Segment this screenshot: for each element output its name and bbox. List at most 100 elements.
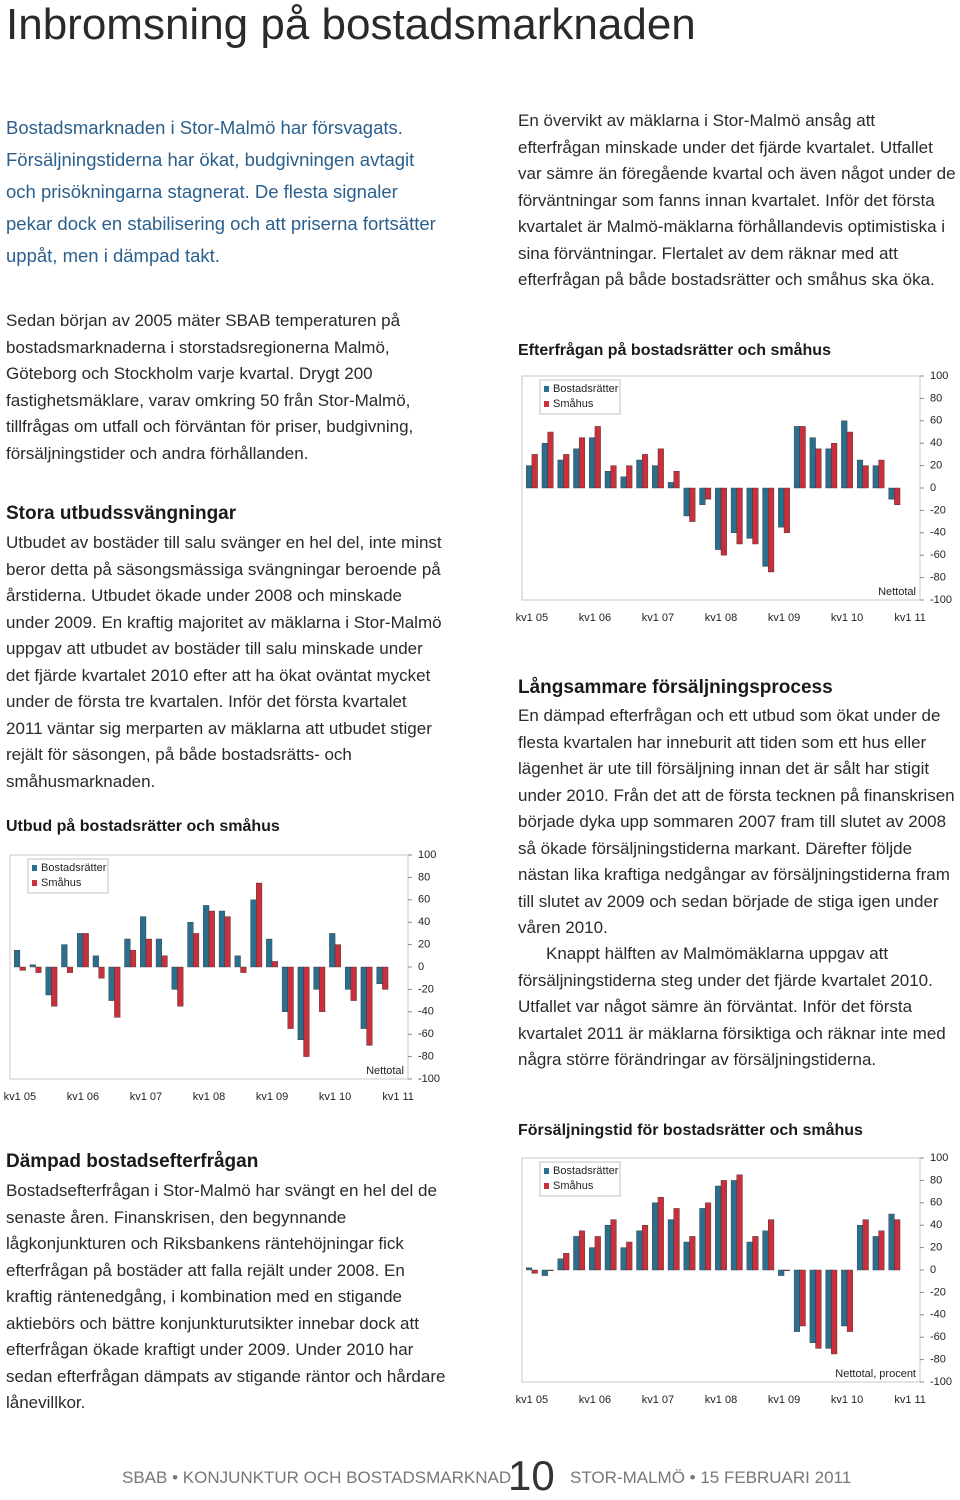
y-tick-label: 20 (418, 939, 430, 951)
bar (541, 442, 548, 489)
bar (287, 966, 294, 1029)
bar (626, 465, 633, 489)
bar (667, 482, 674, 489)
bar (171, 966, 178, 990)
bar (641, 454, 649, 489)
bar (319, 966, 326, 1012)
bar (878, 1230, 885, 1271)
bar (878, 459, 885, 489)
bar (715, 487, 722, 550)
bar (124, 938, 131, 968)
bar (746, 487, 753, 539)
bar (825, 448, 832, 489)
bar (856, 459, 864, 489)
bar (334, 944, 341, 968)
bar (604, 470, 611, 489)
y-tick-label: -80 (930, 1354, 946, 1366)
bar (894, 487, 901, 505)
bar (19, 966, 26, 971)
y-tick-label: 60 (418, 894, 430, 906)
legend-box (27, 858, 109, 894)
bar (736, 487, 743, 545)
bar (831, 1269, 838, 1355)
bar (641, 1224, 649, 1271)
bar (82, 933, 89, 968)
bar (846, 431, 853, 489)
legend-swatch (544, 1183, 549, 1189)
bar (366, 966, 373, 1046)
bar (594, 1236, 601, 1271)
y-tick-label: 20 (930, 1242, 942, 1254)
chart-title: Försäljningstid för bostadsrätter och sm… (518, 1122, 863, 1139)
bar (783, 487, 790, 533)
bar (705, 487, 712, 500)
bar (187, 921, 194, 968)
legend-swatch (32, 865, 37, 871)
legend-box (539, 379, 621, 415)
annotation: Nettotal (878, 586, 916, 598)
x-tick-label: kv1 09 (768, 612, 800, 624)
lead: Bostadsmarknaden i Stor-Malmö har försva… (6, 117, 436, 266)
legend-label: Småhus (553, 398, 594, 410)
bar (699, 1208, 706, 1271)
y-tick-label: 80 (930, 392, 942, 404)
bar (313, 966, 320, 990)
page-title: Inbromsning på bostadsmarknaden (6, 0, 696, 49)
bar (667, 1219, 674, 1271)
bar (589, 437, 596, 489)
x-tick-label: kv1 08 (705, 612, 737, 624)
bar (799, 1269, 806, 1327)
bar (620, 1247, 627, 1271)
x-tick-label: kv1 05 (4, 1091, 36, 1103)
bar (108, 966, 115, 1001)
x-tick-label: kv1 10 (831, 1394, 863, 1406)
bar (531, 454, 538, 489)
bar (145, 938, 152, 968)
heading: Långsammare försäljningsprocess (518, 677, 833, 698)
bar (604, 1224, 611, 1271)
legend-box (539, 1161, 621, 1197)
y-tick-label: -80 (418, 1051, 434, 1063)
bar (557, 1258, 564, 1271)
chart-title: Efterfrågan på bostadsrätter och småhus (518, 342, 831, 359)
bar (51, 966, 58, 1007)
bar (578, 437, 586, 489)
bar (281, 966, 289, 1012)
bar (689, 1236, 696, 1271)
y-tick-label: 0 (930, 1264, 936, 1276)
bar (793, 426, 801, 489)
y-tick-label: -20 (418, 983, 434, 995)
footer-left: SBAB • KONJUNKTUR OCH BOSTADSMARKNAD (122, 1468, 512, 1487)
footer-right: STOR-MALMÖ • 15 FEBRUARI 2011 (570, 1468, 852, 1487)
y-tick-label: 40 (930, 1219, 942, 1231)
bar (563, 454, 570, 489)
bar (872, 465, 879, 489)
bar (841, 1269, 848, 1327)
bar (547, 1269, 554, 1272)
legend-label: Småhus (41, 877, 82, 889)
y-tick-label: -100 (930, 594, 952, 606)
bar (657, 1197, 664, 1271)
y-tick-label: 20 (930, 460, 942, 472)
y-tick-label: -20 (930, 504, 946, 516)
bar (155, 938, 162, 968)
bar (526, 1267, 533, 1271)
annotation: Nettotal, procent (835, 1368, 916, 1380)
heading: Stora utbudssvängningar (6, 503, 237, 524)
bar (92, 955, 99, 968)
bar (762, 1230, 769, 1271)
bar (831, 442, 838, 489)
bar (626, 1241, 633, 1271)
bar (752, 487, 759, 545)
chart-title: Utbud på bostadsrätter och småhus (6, 818, 280, 835)
bar (809, 437, 816, 489)
bar (652, 465, 659, 489)
x-tick-label: kv1 07 (642, 1394, 674, 1406)
x-tick-label: kv1 11 (894, 1394, 926, 1406)
bar (29, 964, 36, 968)
x-tick-label: kv1 11 (894, 612, 926, 624)
x-tick-label: kv1 06 (579, 612, 611, 624)
y-tick-label: 0 (418, 961, 424, 973)
y-tick-label: 40 (930, 437, 942, 449)
